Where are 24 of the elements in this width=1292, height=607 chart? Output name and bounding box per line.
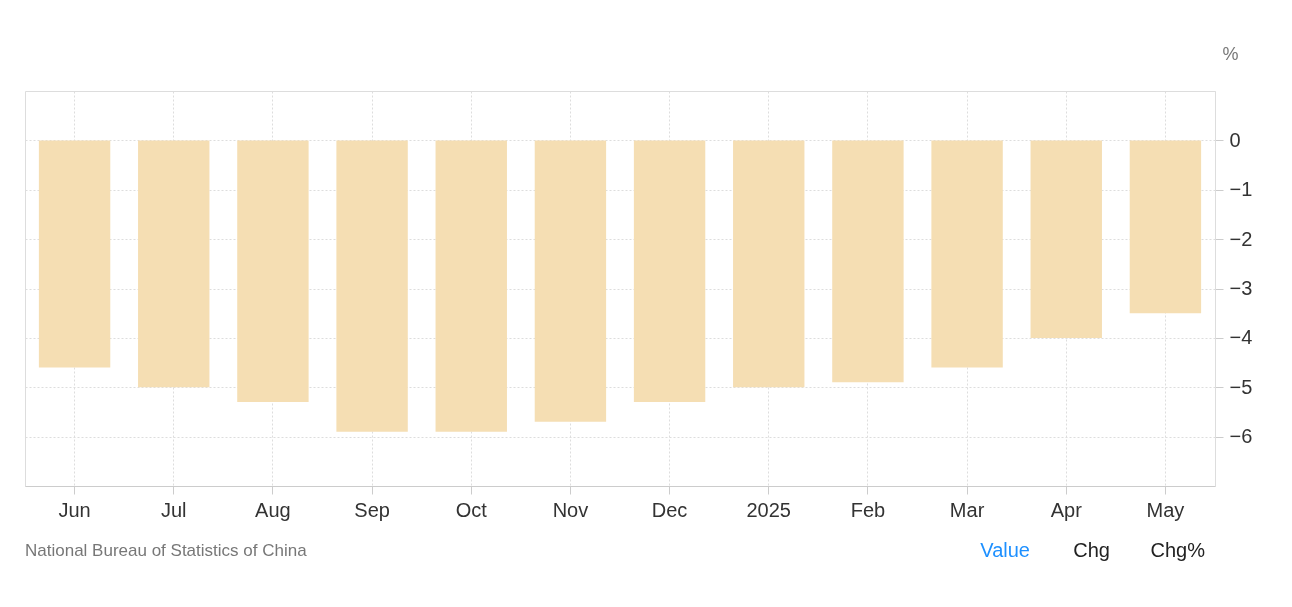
x-tick-label: Mar (949, 498, 985, 521)
x-tick-label: Jun (58, 498, 91, 521)
x-tick-label: 2025 (746, 498, 791, 521)
x-tick-label: May (1146, 498, 1185, 521)
x-tick-label: Sep (354, 498, 390, 521)
x-tick-label: Dec (651, 498, 688, 521)
y-tick-label: −4 (1229, 326, 1253, 349)
text: Chg% (1150, 539, 1206, 561)
x-tick-label: Oct (455, 498, 488, 521)
text: Chg (1073, 539, 1110, 561)
y-axis-title: % (1222, 43, 1239, 64)
x-tick-label: Nov (552, 498, 589, 521)
text: Value (980, 539, 1030, 561)
x-tick-label: Apr (1050, 498, 1083, 521)
y-tick-label: −6 (1229, 425, 1253, 448)
y-tick-label: 0 (1229, 128, 1241, 151)
y-tick-label: −2 (1229, 227, 1253, 250)
y-tick-label: −1 (1229, 178, 1253, 201)
y-tick-label: −5 (1229, 375, 1253, 398)
y-tick-label: −3 (1229, 277, 1253, 299)
text: National Bureau of Statistics of China (25, 541, 308, 560)
x-tick-label: Jul (160, 498, 187, 521)
x-tick-label: Aug (255, 498, 291, 521)
x-tick-label: Feb (850, 498, 886, 521)
